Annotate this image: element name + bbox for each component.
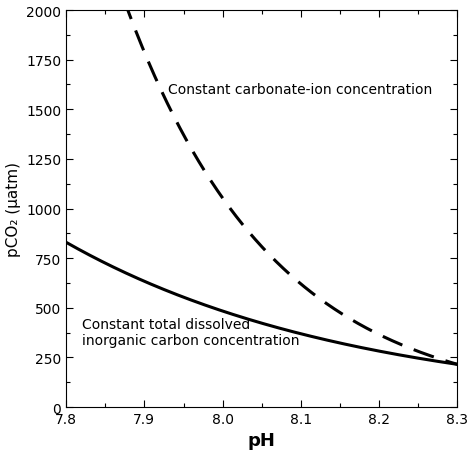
Text: Constant carbonate-ion concentration: Constant carbonate-ion concentration bbox=[168, 82, 432, 96]
Y-axis label: pCO₂ (μatm): pCO₂ (μatm) bbox=[6, 162, 20, 257]
X-axis label: pH: pH bbox=[248, 431, 276, 450]
Text: Constant total dissolved
inorganic carbon concentration: Constant total dissolved inorganic carbo… bbox=[82, 317, 299, 347]
